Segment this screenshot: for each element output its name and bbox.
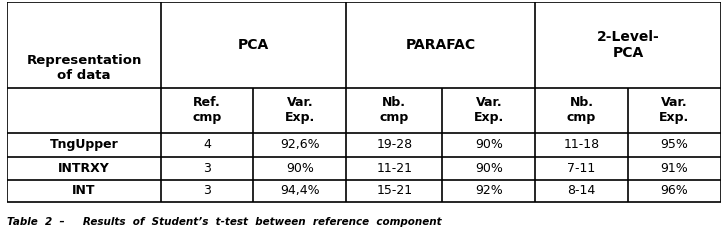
Text: 19-28: 19-28 — [376, 138, 412, 152]
Text: INT: INT — [72, 184, 95, 197]
Text: 94,4%: 94,4% — [280, 184, 320, 197]
Text: Var.
Exp.: Var. Exp. — [285, 96, 315, 124]
Text: Representation
of data: Representation of data — [26, 54, 142, 81]
Text: 91%: 91% — [660, 162, 688, 175]
Text: Nb.
cmp: Nb. cmp — [380, 96, 409, 124]
Text: 3: 3 — [203, 184, 211, 197]
Text: 15-21: 15-21 — [376, 184, 412, 197]
Text: Var.
Exp.: Var. Exp. — [660, 96, 689, 124]
Text: PARAFAC: PARAFAC — [405, 38, 476, 52]
Text: PCA: PCA — [238, 38, 269, 52]
Text: 2-Level-
PCA: 2-Level- PCA — [597, 30, 660, 60]
Text: 95%: 95% — [660, 138, 688, 152]
Text: 11-18: 11-18 — [563, 138, 600, 152]
Text: INTRXY: INTRXY — [58, 162, 110, 175]
Text: 4: 4 — [203, 138, 211, 152]
Text: Table  2  –     Results  of  Student’s  t-test  between  reference  component: Table 2 – Results of Student’s t-test be… — [7, 217, 442, 227]
Text: Nb.
cmp: Nb. cmp — [567, 96, 596, 124]
Text: Ref.
cmp: Ref. cmp — [192, 96, 221, 124]
Text: 90%: 90% — [475, 162, 503, 175]
Text: Var.
Exp.: Var. Exp. — [474, 96, 504, 124]
Text: TngUpper: TngUpper — [50, 138, 119, 152]
Text: 92%: 92% — [475, 184, 503, 197]
Text: 3: 3 — [203, 162, 211, 175]
Text: 90%: 90% — [286, 162, 314, 175]
Text: 8-14: 8-14 — [567, 184, 596, 197]
Text: 11-21: 11-21 — [376, 162, 412, 175]
Text: 90%: 90% — [475, 138, 503, 152]
Text: 7-11: 7-11 — [567, 162, 596, 175]
Text: 96%: 96% — [660, 184, 688, 197]
Text: 92,6%: 92,6% — [280, 138, 320, 152]
